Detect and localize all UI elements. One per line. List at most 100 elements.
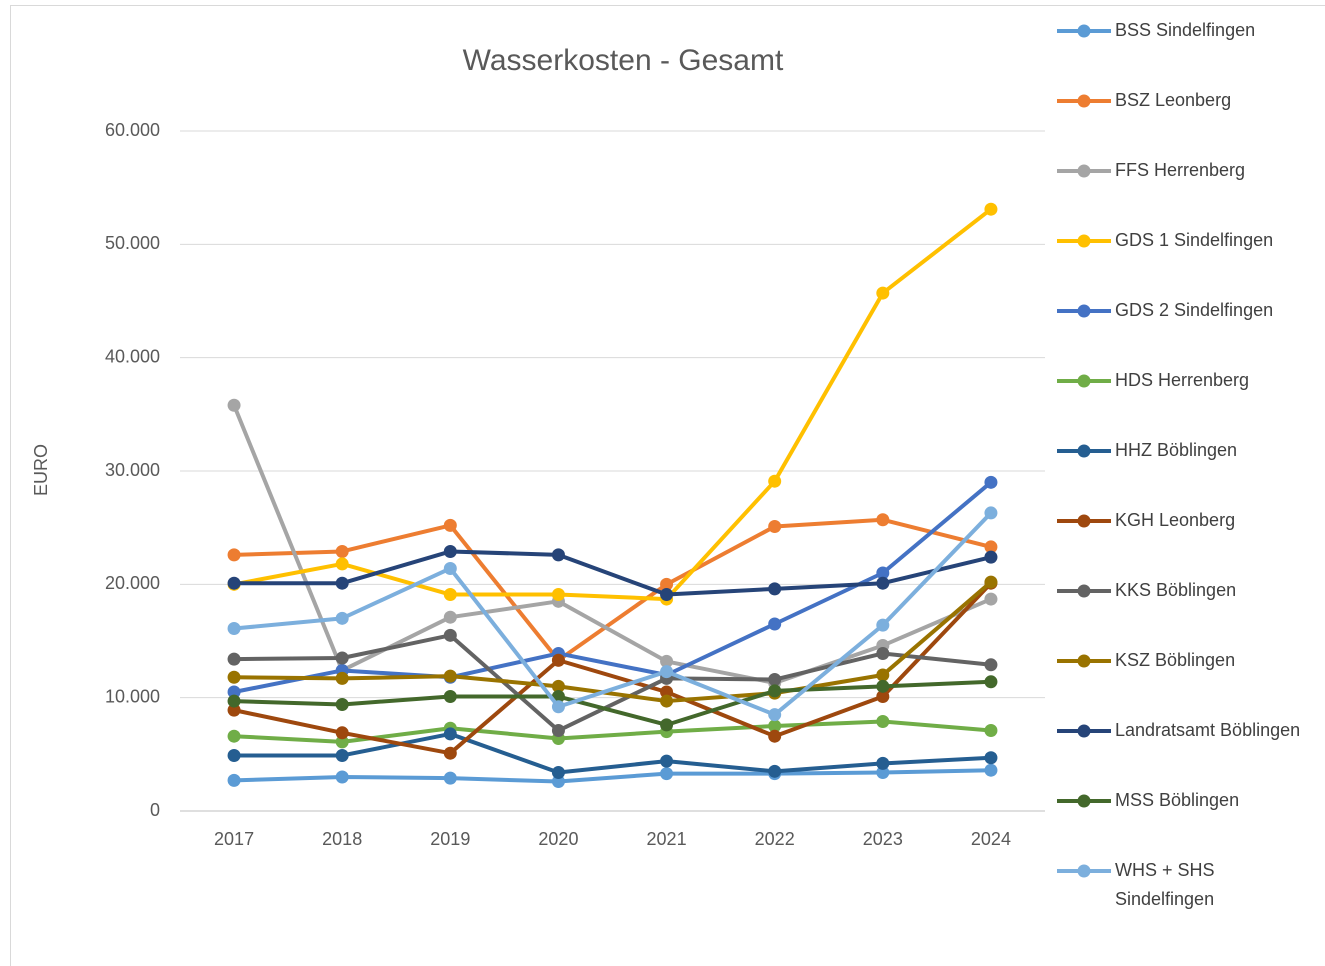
data-point [984,202,998,216]
data-point [876,566,890,580]
legend-marker [1077,654,1091,668]
data-point [443,771,457,785]
data-point [551,775,565,789]
data-point [984,658,998,672]
data-point [335,544,349,558]
data-point [227,703,241,717]
legend-marker [1077,864,1091,878]
series-line [233,480,993,694]
data-point [660,588,674,602]
data-point [227,622,241,636]
data-point [551,548,565,562]
data-point [335,576,349,590]
x-tick-label: 2019 [430,829,470,849]
x-tick-label: 2022 [755,829,795,849]
data-point [551,653,565,667]
series-line [233,511,993,717]
data-point [551,588,565,602]
data-point [768,474,782,488]
chart-border [10,5,1325,966]
legend-label: BSS Sindelfingen [1115,20,1256,40]
data-point [876,646,890,660]
legend-label: FFS Herrenberg [1115,160,1246,180]
legend-marker [1077,584,1091,598]
y-tick-label: 10.000 [105,686,160,706]
legend-label: BSZ Leonberg [1115,90,1232,110]
legend-marker [1077,24,1091,38]
data-point [551,679,565,693]
data-point [984,675,998,689]
x-tick-label: 2021 [647,829,687,849]
data-point [768,582,782,596]
data-point [227,652,241,666]
data-point [660,694,674,708]
data-point [443,690,457,704]
data-point [227,548,241,562]
series-line [233,719,992,744]
legend-marker [1077,724,1091,738]
data-point [227,685,241,699]
data-point [227,729,241,743]
data-point [443,588,457,602]
data-point [227,576,241,590]
data-point [335,651,349,665]
data-point [443,610,457,624]
data-point [335,697,349,711]
data-point [660,754,674,768]
chart-title: Wasserkosten - Gesamt [463,44,784,77]
legend-label: Landratsamt Böblingen [1115,720,1301,740]
data-point [551,724,565,738]
data-point [443,561,457,575]
data-point [876,576,890,590]
series-line [234,768,991,784]
legend-label: HHZ Böblingen [1115,440,1238,460]
legend-marker [1077,304,1091,318]
y-tick-label: 30.000 [105,460,160,480]
legend-label: HDS Herrenberg [1115,370,1250,390]
legend-marker [1077,94,1091,108]
data-point [335,748,349,762]
data-point [984,475,998,489]
data-point [660,767,674,781]
x-tick-label: 2017 [214,829,254,849]
y-tick-label: 0 [150,800,160,820]
legend-label: WHS + SHS Sindelfingen [1115,860,1215,909]
data-point [768,684,782,698]
legend-marker [1077,374,1091,388]
data-point [876,714,890,728]
data-point [876,756,890,770]
data-point [335,671,349,685]
y-tick-label: 40.000 [105,346,160,366]
data-point [984,763,998,777]
data-point [227,694,241,708]
legend-label: KGH Leonberg [1115,510,1236,530]
data-point [876,668,890,682]
data-point [443,544,457,558]
legend-marker [1077,234,1091,248]
legend-marker [1077,164,1091,178]
data-point [984,506,998,520]
data-point [984,575,998,589]
x-tick-label: 2020 [538,829,578,849]
series-line [233,581,993,756]
data-point [227,773,241,787]
data-point [227,748,241,762]
data-point [335,611,349,625]
data-point [768,719,782,733]
series-line [234,633,992,733]
data-point [227,398,241,412]
legend-label: KKS Böblingen [1115,580,1237,600]
data-point [984,724,998,738]
data-point [768,729,782,743]
legend-label: MSS Böblingen [1115,790,1240,810]
data-point [876,765,890,779]
data-point [551,700,565,714]
series-line [234,679,992,727]
data-point [443,628,457,642]
data-point [984,540,998,554]
data-point [768,617,782,631]
legend-label: KSZ Böblingen [1115,650,1236,670]
data-point [768,764,782,778]
legend-label: GDS 2 Sindelfingen [1115,300,1274,320]
